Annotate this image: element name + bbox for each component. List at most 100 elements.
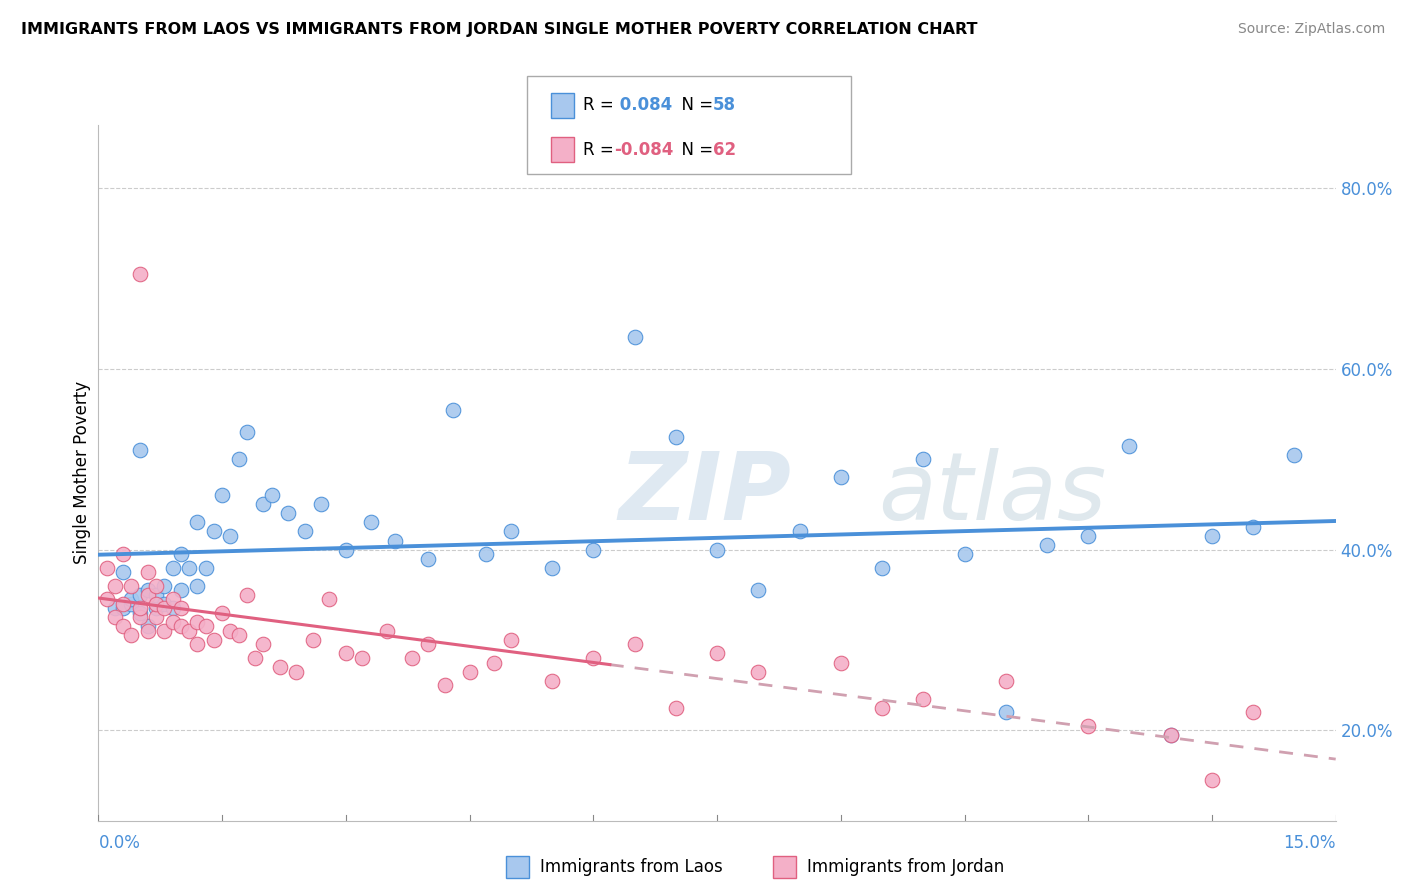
Text: Immigrants from Laos: Immigrants from Laos [540, 858, 723, 876]
Text: 0.084: 0.084 [614, 96, 672, 114]
Point [170, 547, 193, 561]
Point [96, 560, 118, 574]
Point [499, 632, 522, 647]
Point [384, 533, 406, 548]
Text: R =: R = [583, 141, 620, 159]
Point [194, 560, 217, 574]
Point [1284, 448, 1306, 462]
Point [1036, 538, 1059, 552]
Text: IMMIGRANTS FROM LAOS VS IMMIGRANTS FROM JORDAN SINGLE MOTHER POVERTY CORRELATION: IMMIGRANTS FROM LAOS VS IMMIGRANTS FROM … [21, 22, 977, 37]
Point [170, 619, 193, 633]
Point [153, 624, 176, 638]
Point [236, 588, 259, 602]
Point [162, 601, 184, 615]
Point [352, 651, 374, 665]
Point [112, 619, 135, 633]
Point [484, 656, 506, 670]
Point [953, 547, 976, 561]
Point [153, 597, 176, 611]
Point [128, 606, 150, 620]
Point [252, 497, 274, 511]
Point [145, 579, 167, 593]
Point [104, 579, 127, 593]
Point [335, 542, 357, 557]
Point [665, 700, 688, 714]
Y-axis label: Single Mother Poverty: Single Mother Poverty [73, 381, 91, 565]
Point [145, 588, 167, 602]
Point [219, 624, 242, 638]
Point [747, 665, 769, 679]
Point [153, 579, 176, 593]
Point [162, 592, 184, 607]
Point [128, 610, 150, 624]
Point [789, 524, 811, 539]
Point [211, 488, 233, 502]
Point [104, 601, 127, 615]
Point [120, 628, 142, 642]
Point [830, 656, 852, 670]
Point [747, 583, 769, 598]
Text: Immigrants from Jordan: Immigrants from Jordan [807, 858, 1004, 876]
Point [499, 524, 522, 539]
Text: -0.084: -0.084 [614, 141, 673, 159]
Point [294, 524, 316, 539]
Point [1077, 719, 1099, 733]
Point [202, 632, 225, 647]
Point [145, 601, 167, 615]
Point [870, 560, 893, 574]
Point [202, 524, 225, 539]
Point [112, 547, 135, 561]
Point [179, 624, 201, 638]
Point [211, 606, 233, 620]
Point [994, 705, 1017, 719]
Point [458, 665, 481, 679]
Point [136, 588, 159, 602]
Point [186, 579, 208, 593]
Point [236, 425, 259, 439]
Point [162, 560, 184, 574]
Point [541, 560, 564, 574]
Text: N =: N = [671, 141, 718, 159]
Point [186, 615, 208, 629]
Point [252, 637, 274, 651]
Point [112, 601, 135, 615]
Point [912, 691, 935, 706]
Point [623, 637, 645, 651]
Point [128, 601, 150, 615]
Point [136, 624, 159, 638]
Point [170, 583, 193, 598]
Point [1160, 728, 1182, 742]
Point [706, 647, 728, 661]
Point [335, 647, 357, 661]
Point [179, 560, 201, 574]
Point [375, 624, 398, 638]
Text: 15.0%: 15.0% [1284, 834, 1336, 852]
Text: 62: 62 [713, 141, 735, 159]
Point [145, 610, 167, 624]
Point [302, 632, 325, 647]
Point [360, 516, 382, 530]
Point [162, 615, 184, 629]
Point [96, 592, 118, 607]
Point [112, 597, 135, 611]
Point [1201, 772, 1223, 787]
Point [277, 507, 299, 521]
Point [260, 488, 283, 502]
Point [228, 628, 250, 642]
Point [120, 592, 142, 607]
Point [1241, 705, 1264, 719]
Text: N =: N = [671, 96, 718, 114]
Point [541, 673, 564, 688]
Text: Source: ZipAtlas.com: Source: ZipAtlas.com [1237, 22, 1385, 37]
Point [120, 579, 142, 593]
Point [269, 660, 291, 674]
Point [128, 443, 150, 458]
Point [706, 542, 728, 557]
Point [136, 583, 159, 598]
Point [870, 700, 893, 714]
Point [475, 547, 498, 561]
Point [128, 267, 150, 281]
Point [194, 619, 217, 633]
Text: R =: R = [583, 96, 620, 114]
Point [582, 651, 605, 665]
